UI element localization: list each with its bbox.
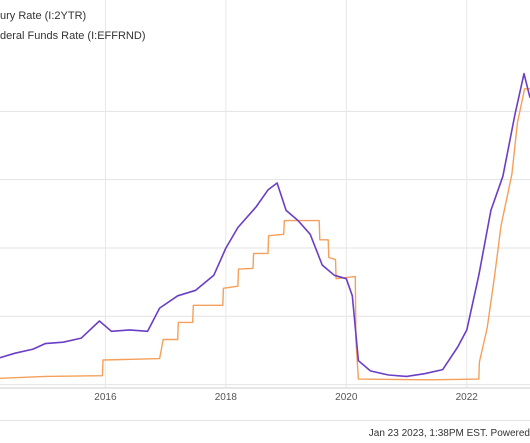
chart-footer: Jan 23 2023, 1:38PM EST. Powered (0, 420, 530, 443)
legend-item-2y-treasury: ury Rate (I:2YTR) (0, 6, 145, 26)
chart-legend: ury Rate (I:2YTR) deral Funds Rate (I:EF… (0, 6, 145, 46)
legend-item-fed-funds: deral Funds Rate (I:EFFRND) (0, 26, 145, 46)
x-tick-label: 2022 (456, 392, 479, 403)
series-line-fed-funds (0, 88, 530, 381)
x-tick-label: 2016 (94, 392, 117, 403)
series-line-2y-treasury (0, 72, 530, 378)
x-axis-ticks: 2016 2018 2020 2022 (94, 392, 478, 403)
footer-timestamp: Jan 23 2023, 1:38PM EST. Powered (368, 428, 530, 439)
chart-grid (0, 0, 530, 389)
x-tick-label: 2018 (215, 392, 238, 403)
legend-label-fed-funds: deral Funds Rate (I:EFFRND) (0, 30, 146, 42)
chart-series (0, 72, 530, 381)
x-tick-label: 2020 (335, 392, 358, 403)
legend-label-2y-treasury: ury Rate (I:2YTR) (0, 10, 87, 22)
